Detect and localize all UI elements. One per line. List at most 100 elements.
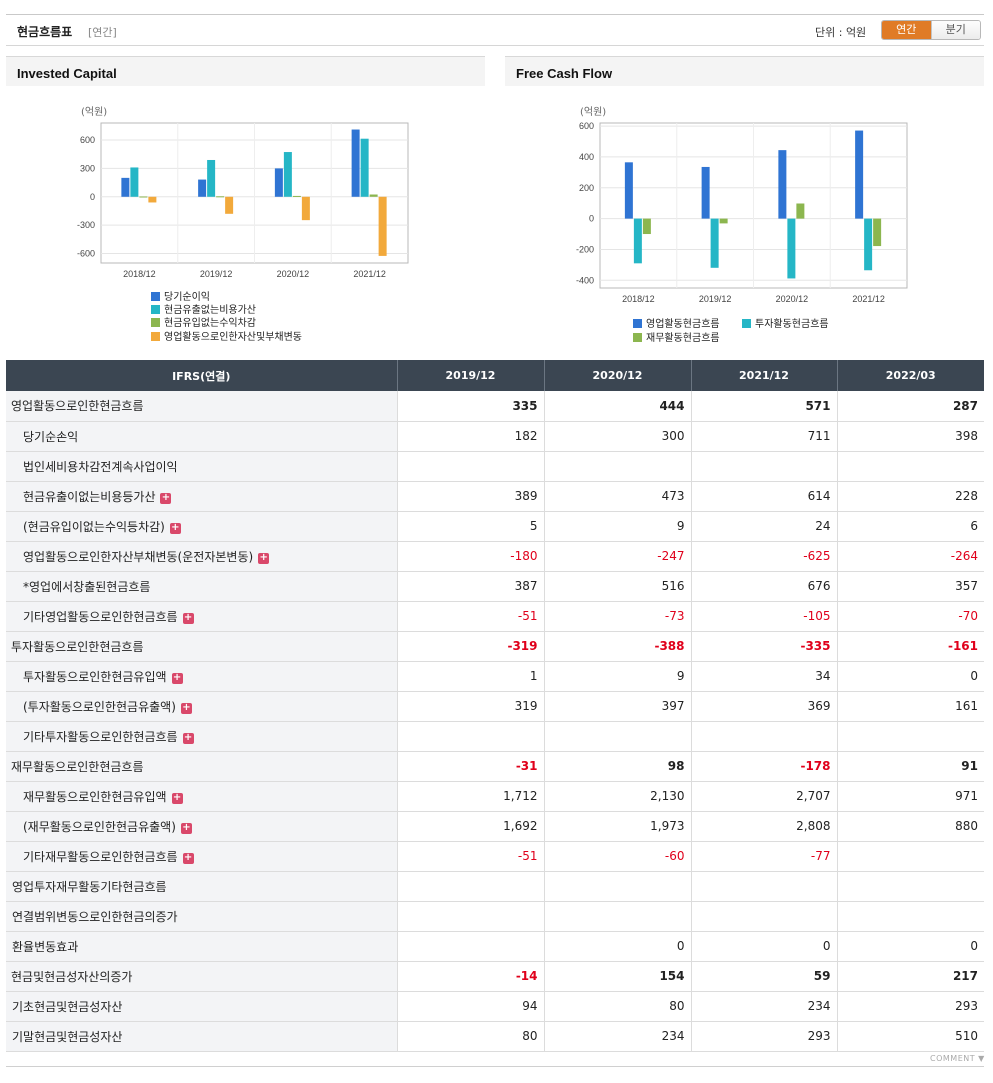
value-cell [837,841,984,872]
legend-label: 영업활동으로인한자산및부채변동 [164,330,302,343]
value-cell: -161 [837,631,984,662]
legend-swatch [633,333,642,342]
expand-icon[interactable]: + [171,791,183,804]
bar-1 [855,130,864,219]
row-label-cell: 투자활동으로인한현금유입액 + [6,661,398,692]
expand-icon[interactable]: + [180,701,192,714]
x-tick-label: 2020/12 [776,294,809,304]
value-cell: 300 [544,421,692,452]
expand-icon[interactable]: + [160,491,172,504]
row-label: 영업투자재무활동기타현금흐름 [12,879,167,894]
table-row: 당기순손익 182 300 711 398 [6,421,984,452]
y-unit-label: (억원) [81,106,107,118]
expand-icon[interactable]: + [258,551,270,564]
expand-icon[interactable]: + [180,821,192,834]
table-row: 재무활동으로인한현금흐름 -31 98 -178 91 [6,751,984,782]
row-label: 당기순손익 [23,429,79,444]
bar-1 [624,162,633,219]
value-cell: 571 [691,391,838,422]
header-2021: 2021/12 [691,360,838,391]
y-tick-label: -200 [576,244,594,254]
row-label: 기말현금및현금성자산 [12,1029,123,1044]
row-label: (현금유입이없는수익등차감) [23,519,165,534]
row-label-cell: 영업활동으로인한자산부채변동(운전자본변동) + [6,541,398,572]
value-cell: 676 [691,571,838,602]
legend-label: 현금유출없는비용가산 [164,303,256,316]
value-cell: 1,973 [544,811,692,842]
row-label: *영업에서창출된현금흐름 [23,579,151,594]
table-row: 현금및현금성자산의증가 -14 154 59 217 [6,961,984,992]
row-label-cell: 기타영업활동으로인한현금흐름 + [6,601,398,632]
value-cell [837,901,984,932]
value-cell: 0 [837,931,984,962]
value-cell: 34 [691,661,838,692]
comment-toggle[interactable]: COMMENT ▼ [930,1054,985,1063]
row-label-cell: 영업활동으로인한현금흐름 [6,391,398,422]
value-cell: 510 [837,1021,984,1052]
value-cell: 2,808 [691,811,838,842]
bar-2 [864,218,873,271]
value-cell: 293 [691,1021,838,1052]
annual-tab[interactable]: 연간 [882,21,931,39]
table-header-row: IFRS(연결) 2019/12 2020/12 2021/12 2022/03 [6,360,984,391]
value-cell [397,871,545,902]
value-cell [691,721,838,752]
bar-3 [719,218,728,224]
y-tick-label: 400 [579,152,594,162]
bar-3 [642,218,651,235]
table-row: 기초현금및현금성자산 94 80 234 293 [6,991,984,1022]
expand-icon[interactable]: + [182,731,194,744]
row-label: 법인세비용차감전계속사업이익 [23,459,178,474]
row-label-cell: 기타투자활동으로인한현금흐름 + [6,721,398,752]
value-cell: 389 [397,481,545,512]
x-tick-label: 2018/12 [622,294,655,304]
row-label: 영업활동으로인한현금흐름 [11,399,144,414]
value-cell: 293 [837,991,984,1022]
table-row: 기타영업활동으로인한현금흐름 + -51 -73 -105 -70 [6,601,984,632]
value-cell [397,901,545,932]
value-cell: 0 [837,661,984,692]
table-row: 법인세비용차감전계속사업이익 [6,451,984,482]
table-row: 재무활동으로인한현금유입액 +1,712 2,130 2,707 971 [6,781,984,812]
row-label-cell: 법인세비용차감전계속사업이익 [6,451,398,482]
value-cell: 2,707 [691,781,838,812]
row-label-cell: 현금유출이없는비용등가산 + [6,481,398,512]
value-cell: 94 [397,991,545,1022]
bar-1 [121,177,130,197]
row-label-cell: (투자활동으로인한현금유출액) + [6,691,398,722]
value-cell: -51 [397,601,545,632]
legend-label: 영업활동현금흐름 [646,317,720,330]
table-row: 기타투자활동으로인한현금흐름 + [6,721,984,752]
table-row: (현금유입이없는수익등차감) +5 9 24 6 [6,511,984,542]
value-cell: 80 [397,1021,545,1052]
table-row: (재무활동으로인한현금유출액) +1,692 1,973 2,808 880 [6,811,984,842]
table-row: *영업에서창출된현금흐름 387 516 676 357 [6,571,984,602]
invested-capital-panel: Invested Capital (억원) 600 300 0 -300 -600 2018… [6,56,485,358]
table-row: (투자활동으로인한현금유출액) +319 397 369 161 [6,691,984,722]
row-label: 투자활동으로인한현금흐름 [11,639,144,654]
value-cell: 9 [544,511,692,542]
expand-icon[interactable]: + [171,671,183,684]
expand-icon[interactable]: + [182,851,194,864]
expand-icon[interactable]: + [182,611,194,624]
value-cell: 228 [837,481,984,512]
bar-4 [301,196,310,221]
bar-1 [351,129,360,197]
value-cell [691,451,838,482]
value-cell: 0 [544,931,692,962]
row-label-cell: 기타재무활동으로인한현금흐름 + [6,841,398,872]
y-tick-label: 200 [579,183,594,193]
legend-swatch [151,292,160,301]
table-row: 투자활동으로인한현금흐름 -319 -388 -335 -161 [6,631,984,662]
quarterly-tab[interactable]: 분기 [930,21,980,39]
value-cell: 5 [397,511,545,542]
value-cell: 98 [544,751,692,782]
row-label-cell: (재무활동으로인한현금유출액) + [6,811,398,842]
legend-swatch [151,305,160,314]
y-tick-label: 300 [80,163,95,173]
value-cell: 397 [544,691,692,722]
expand-icon[interactable]: + [169,521,181,534]
value-cell: -105 [691,601,838,632]
bar-1 [274,168,283,197]
value-cell: 9 [544,661,692,692]
